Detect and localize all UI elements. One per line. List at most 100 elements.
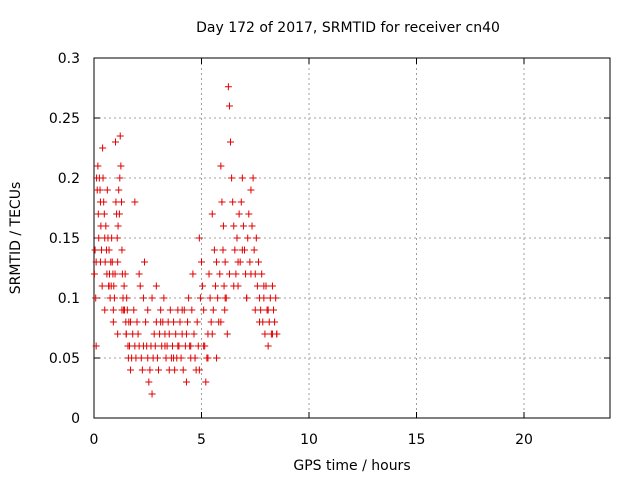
x-axis-label: GPS time / hours bbox=[293, 458, 410, 474]
data-point bbox=[204, 354, 212, 362]
data-point bbox=[91, 246, 99, 254]
data-point bbox=[116, 132, 124, 140]
data-point bbox=[146, 366, 154, 374]
data-point bbox=[115, 210, 123, 218]
data-point bbox=[260, 282, 268, 290]
data-point bbox=[254, 258, 262, 266]
y-axis-label: SRMTID / TECUs bbox=[8, 182, 24, 295]
data-point bbox=[264, 342, 272, 350]
data-point bbox=[198, 258, 205, 266]
x-tick-label: 0 bbox=[90, 432, 99, 448]
data-point bbox=[199, 282, 207, 290]
data-point bbox=[230, 222, 238, 230]
data-point bbox=[170, 354, 178, 362]
data-point bbox=[232, 270, 240, 278]
data-point bbox=[238, 174, 246, 182]
data-point bbox=[251, 306, 259, 314]
data-point bbox=[144, 306, 152, 314]
data-point bbox=[127, 366, 135, 374]
data-point bbox=[182, 378, 190, 386]
data-point bbox=[218, 198, 226, 206]
x-tick-label: 20 bbox=[515, 432, 533, 448]
data-point bbox=[172, 330, 180, 338]
data-point bbox=[191, 354, 199, 362]
data-point bbox=[217, 318, 225, 326]
data-point bbox=[184, 318, 192, 326]
data-point bbox=[253, 282, 261, 290]
grid-lines bbox=[94, 58, 610, 418]
data-point bbox=[174, 342, 182, 350]
data-point bbox=[148, 390, 156, 398]
data-point bbox=[111, 270, 119, 278]
data-point bbox=[219, 222, 227, 230]
data-point bbox=[205, 270, 213, 278]
data-point bbox=[176, 318, 184, 326]
data-point bbox=[166, 306, 174, 314]
data-point bbox=[92, 294, 100, 302]
data-point bbox=[206, 294, 214, 302]
data-point bbox=[221, 294, 229, 302]
data-point bbox=[219, 246, 227, 254]
y-tick-label: 0.05 bbox=[49, 351, 80, 367]
data-point bbox=[245, 210, 253, 218]
data-point bbox=[235, 210, 243, 218]
data-point bbox=[127, 318, 135, 326]
data-point bbox=[142, 318, 150, 326]
data-point bbox=[264, 306, 272, 314]
data-point bbox=[101, 306, 109, 314]
data-point bbox=[231, 246, 239, 254]
data-point bbox=[179, 366, 187, 374]
y-tick-label: 0.1 bbox=[58, 291, 80, 307]
data-point bbox=[261, 330, 269, 338]
data-point bbox=[233, 234, 241, 242]
data-point bbox=[211, 282, 219, 290]
data-point bbox=[177, 354, 185, 362]
data-point bbox=[165, 330, 173, 338]
data-point bbox=[227, 138, 235, 146]
data-point bbox=[213, 354, 221, 362]
data-point bbox=[118, 306, 126, 314]
data-point bbox=[130, 306, 138, 314]
data-point bbox=[190, 330, 198, 338]
data-point bbox=[118, 246, 126, 254]
data-point bbox=[105, 282, 113, 290]
data-point bbox=[121, 270, 129, 278]
data-point bbox=[105, 246, 113, 254]
data-point bbox=[209, 306, 217, 314]
data-point bbox=[153, 354, 161, 362]
data-point bbox=[102, 222, 110, 230]
data-point bbox=[185, 294, 193, 302]
data-point bbox=[213, 258, 221, 266]
data-point bbox=[182, 330, 190, 338]
data-point bbox=[250, 246, 258, 254]
data-point bbox=[221, 306, 229, 314]
data-point bbox=[133, 318, 141, 326]
data-point bbox=[188, 306, 196, 314]
data-point bbox=[221, 258, 229, 266]
data-point bbox=[210, 246, 218, 254]
data-point bbox=[103, 186, 111, 194]
data-point bbox=[208, 210, 216, 218]
data-point bbox=[223, 330, 231, 338]
data-point bbox=[109, 318, 117, 326]
data-point bbox=[229, 198, 237, 206]
data-point bbox=[187, 342, 195, 350]
data-point bbox=[196, 294, 204, 302]
data-point bbox=[214, 294, 222, 302]
data-point bbox=[202, 378, 210, 386]
x-tick-labels: 0 5 10 15 20 bbox=[90, 432, 533, 448]
y-tick-labels: 0 0.05 0.1 0.15 0.2 0.25 0.3 bbox=[49, 51, 80, 427]
data-point bbox=[217, 162, 225, 170]
data-point bbox=[114, 258, 122, 266]
data-point bbox=[113, 234, 121, 242]
data-point bbox=[122, 330, 130, 338]
data-point bbox=[165, 366, 173, 374]
data-points bbox=[90, 83, 281, 398]
data-point bbox=[96, 258, 104, 266]
x-tick-label: 5 bbox=[197, 432, 206, 448]
data-point bbox=[117, 162, 125, 170]
data-point bbox=[239, 222, 247, 230]
data-point bbox=[135, 270, 143, 278]
data-point bbox=[200, 306, 208, 314]
y-tick-label: 0.25 bbox=[49, 111, 80, 127]
